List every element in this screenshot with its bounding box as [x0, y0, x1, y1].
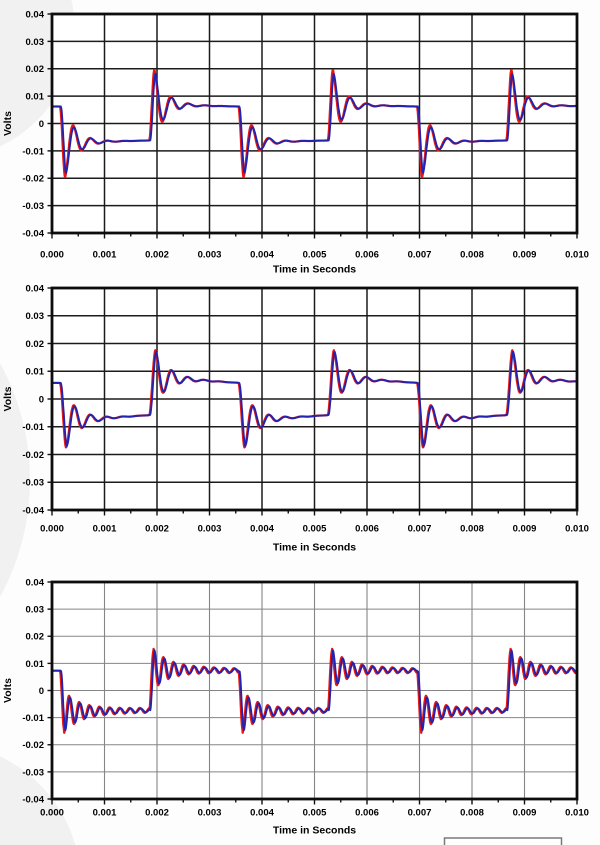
- x-tick-label: 0.003: [198, 523, 222, 534]
- x-tick-label: 0.000: [40, 807, 64, 818]
- y-tick-label: 0.04: [26, 577, 45, 588]
- blue-trace: [51, 73, 578, 174]
- x-axis-title: Time in Seconds: [273, 825, 356, 837]
- partial-legend-box: [443, 837, 563, 845]
- x-tick-label: 0.004: [250, 807, 274, 818]
- x-tick-label: 0.007: [408, 249, 432, 260]
- blue-trace: [51, 649, 578, 732]
- x-tick-label: 0.000: [40, 523, 64, 534]
- y-tick-label: 0.04: [26, 9, 45, 20]
- x-tick-label: 0.000: [40, 249, 64, 260]
- y-tick-label: -0.01: [22, 713, 44, 724]
- plot-border: [50, 580, 579, 801]
- y-tick-label: 0.04: [26, 283, 45, 294]
- y-tick-label: -0.01: [22, 146, 44, 157]
- plot-border: [50, 12, 579, 235]
- x-tick-label: 0.001: [93, 249, 117, 260]
- x-tick-label: 0.009: [513, 523, 537, 534]
- y-tick-label: -0.04: [22, 228, 44, 239]
- y-tick-label: 0.01: [26, 92, 45, 103]
- x-tick-label: 0.005: [303, 807, 327, 818]
- x-tick-label: 0.010: [565, 249, 589, 260]
- x-tick-label: 0.009: [513, 249, 537, 260]
- x-tick-label: 0.003: [198, 807, 222, 818]
- x-tick-label: 0.001: [93, 807, 117, 818]
- y-tick-label: -0.01: [22, 422, 44, 433]
- y-axis-title: Volts: [2, 386, 14, 411]
- plot-border: [50, 286, 579, 512]
- x-tick-label: 0.009: [513, 807, 537, 818]
- x-tick-label: 0.004: [250, 523, 274, 534]
- x-tick-label: 0.001: [93, 523, 117, 534]
- y-tick-label: -0.04: [22, 505, 44, 516]
- y-tick-label: 0.01: [26, 659, 45, 670]
- y-tick-label: -0.04: [22, 794, 44, 805]
- y-axis-title: Volts: [2, 111, 14, 136]
- y-tick-label: 0.02: [26, 64, 45, 75]
- x-tick-label: 0.005: [303, 249, 327, 260]
- y-tick-label: 0: [39, 394, 44, 405]
- x-tick-label: 0.008: [460, 249, 484, 260]
- y-tick-label: 0.03: [26, 37, 45, 48]
- x-tick-label: 0.002: [145, 523, 169, 534]
- x-tick-label: 0.006: [355, 807, 379, 818]
- y-tick-label: -0.02: [22, 174, 44, 185]
- y-tick-label: 0: [39, 686, 44, 697]
- x-tick-label: 0.002: [145, 249, 169, 260]
- voltage-chart-3: 0.040.030.020.010-0.01-0.02-0.03-0.040.0…: [2, 577, 589, 836]
- x-tick-label: 0.005: [303, 523, 327, 534]
- y-tick-label: 0.03: [26, 311, 45, 322]
- voltage-chart-2: 0.040.030.020.010-0.01-0.02-0.03-0.040.0…: [2, 283, 589, 553]
- x-tick-label: 0.008: [460, 807, 484, 818]
- x-axis-title: Time in Seconds: [273, 264, 356, 276]
- y-tick-label: 0.03: [26, 605, 45, 616]
- y-tick-label: 0.02: [26, 339, 45, 350]
- y-tick-label: -0.03: [22, 201, 44, 212]
- x-tick-label: 0.007: [408, 807, 432, 818]
- x-tick-label: 0.006: [355, 249, 379, 260]
- x-tick-label: 0.010: [565, 523, 589, 534]
- background-watermark: [0, 756, 76, 845]
- y-tick-label: 0.01: [26, 367, 45, 378]
- y-tick-label: -0.02: [22, 740, 44, 751]
- y-tick-label: 0: [39, 119, 44, 130]
- y-axis-title: Volts: [2, 678, 14, 703]
- x-tick-label: 0.008: [460, 523, 484, 534]
- y-tick-label: -0.03: [22, 767, 44, 778]
- x-tick-label: 0.006: [355, 523, 379, 534]
- x-axis-title: Time in Seconds: [273, 542, 356, 554]
- x-tick-label: 0.003: [198, 249, 222, 260]
- y-tick-label: -0.03: [22, 478, 44, 489]
- y-tick-label: 0.02: [26, 632, 45, 643]
- x-tick-label: 0.002: [145, 807, 169, 818]
- y-tick-label: -0.02: [22, 450, 44, 461]
- x-tick-label: 0.007: [408, 523, 432, 534]
- x-tick-label: 0.010: [565, 807, 589, 818]
- x-tick-label: 0.004: [250, 249, 274, 260]
- voltage-chart-1: 0.040.030.020.010-0.01-0.02-0.03-0.040.0…: [2, 9, 589, 275]
- background-watermark: [0, 362, 30, 598]
- blue-trace: [51, 350, 578, 447]
